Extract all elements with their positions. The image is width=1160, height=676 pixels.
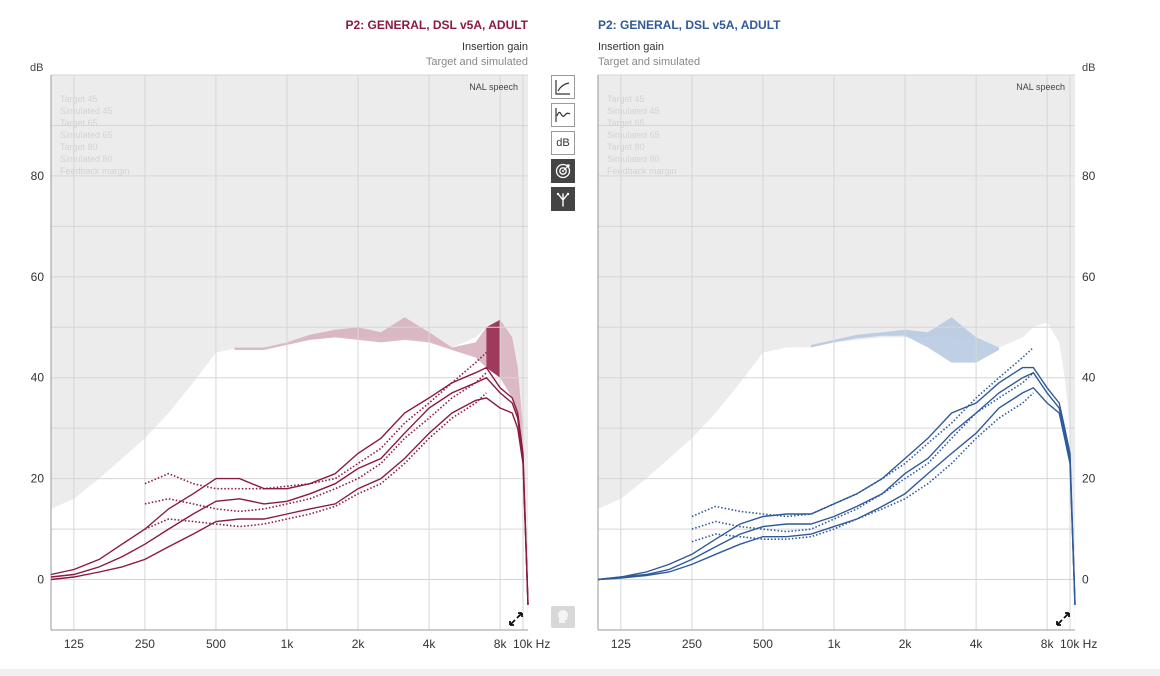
gain-curve-button[interactable] — [551, 75, 575, 99]
legend-simulated-80: Simulated 80 — [607, 154, 660, 164]
expand-icon — [1056, 612, 1070, 626]
left-panel-title: P2: GENERAL, DSL v5A, ADULT — [345, 18, 528, 32]
feedback-margin-critical — [486, 319, 501, 378]
y-tick-label: 0 — [37, 573, 44, 587]
series-line-target-65 — [691, 372, 1034, 533]
feedback-margin-area — [811, 317, 999, 363]
legend-simulated-45: Simulated 45 — [607, 106, 660, 116]
legend-target-45: Target 45 — [607, 94, 645, 104]
speech-envelope — [51, 322, 528, 630]
legend-feedback-margin: Feedback margin — [607, 166, 677, 176]
x-tick-label: 125 — [611, 637, 631, 651]
x-tick-label: 2k — [352, 637, 366, 651]
legend-simulated-65: Simulated 65 — [607, 130, 660, 140]
series-line-simulated-65 — [50, 376, 529, 605]
y-tick-label: 40 — [1082, 371, 1096, 385]
x-tick-label: 2k — [899, 637, 913, 651]
legend-target-80: Target 80 — [607, 142, 645, 152]
y-tick-label: 40 — [31, 371, 45, 385]
legend-target-45: Target 45 — [60, 94, 98, 104]
right-panel-title: P2: GENERAL, DSL v5A, ADULT — [598, 18, 781, 32]
y-tick-label: 80 — [31, 169, 45, 183]
series-line-simulated-45 — [597, 386, 1076, 605]
right-expand-button[interactable] — [1055, 611, 1071, 627]
left-expand-button[interactable] — [508, 611, 524, 627]
head-icon — [558, 610, 568, 623]
response-curve-icon — [555, 108, 571, 122]
target-button[interactable] — [551, 159, 575, 183]
series-line-target-80 — [144, 351, 487, 490]
right-chart: 125 250 500 1k 2k 4k 8k 10k Hz 0 20 40 60 80 — [597, 74, 1097, 651]
speech-icon — [556, 192, 570, 207]
legend-simulated-65: Simulated 65 — [60, 130, 113, 140]
y-tick-label: 0 — [1082, 573, 1089, 587]
footer-bar — [0, 669, 1160, 676]
legend-simulated-45: Simulated 45 — [60, 106, 113, 116]
x-tick-label: 500 — [206, 637, 226, 651]
right-nal-label: NAL speech — [1016, 82, 1065, 92]
left-nal-label: NAL speech — [469, 82, 518, 92]
x-tick-label: 500 — [753, 637, 773, 651]
left-y-unit: dB — [30, 62, 44, 74]
right-legend: Target 45 Simulated 45 Target 65 Simulat… — [607, 93, 677, 177]
left-chart: 125 250 500 1k 2k 4k 8k 10k Hz 0 20 40 60 80 — [31, 74, 550, 651]
db-toggle-label: dB — [556, 137, 570, 149]
expand-icon — [509, 612, 523, 626]
legend-target-65: Target 65 — [607, 118, 645, 128]
x-tick-label: 250 — [682, 637, 702, 651]
x-tick-label: 10k Hz — [1060, 637, 1097, 651]
left-panel-subtitle-2: Target and simulated — [425, 56, 528, 68]
y-tick-label: 60 — [31, 270, 45, 284]
y-tick-label: 80 — [1082, 169, 1096, 183]
speech-button[interactable] — [551, 187, 575, 211]
gain-curve-icon — [555, 80, 570, 95]
db-toggle-button[interactable]: dB — [551, 131, 575, 155]
x-tick-label: 250 — [135, 637, 155, 651]
x-tick-label: 1k — [281, 637, 295, 651]
y-tick-label: 20 — [1082, 472, 1096, 486]
x-tick-label: 10k Hz — [513, 637, 550, 651]
series-line-target-65 — [144, 372, 487, 513]
x-tick-label: 8k — [1041, 637, 1055, 651]
x-tick-label: 125 — [64, 637, 84, 651]
y-tick-label: 60 — [1082, 270, 1096, 284]
x-tick-label: 1k — [828, 637, 842, 651]
x-tick-label: 4k — [970, 637, 984, 651]
x-tick-label: 8k — [494, 637, 508, 651]
response-curve-button[interactable] — [551, 103, 575, 127]
legend-simulated-80: Simulated 80 — [60, 154, 113, 164]
target-icon — [555, 163, 571, 179]
listener-button[interactable] — [551, 606, 575, 628]
left-legend: Target 45 Simulated 45 Target 65 Simulat… — [60, 93, 130, 177]
legend-target-80: Target 80 — [60, 142, 98, 152]
right-y-unit: dB — [1082, 62, 1096, 74]
y-tick-label: 20 — [31, 472, 45, 486]
legend-target-65: Target 65 — [60, 118, 98, 128]
right-panel-subtitle-2: Target and simulated — [598, 56, 701, 68]
series-line-target-80 — [691, 346, 1034, 518]
series-line-simulated-80 — [597, 366, 1076, 605]
legend-feedback-margin: Feedback margin — [60, 166, 130, 176]
right-panel-subtitle: Insertion gain — [598, 41, 665, 53]
series-line-simulated-45 — [50, 397, 529, 605]
left-panel-subtitle: Insertion gain — [461, 41, 528, 53]
x-tick-label: 4k — [423, 637, 437, 651]
